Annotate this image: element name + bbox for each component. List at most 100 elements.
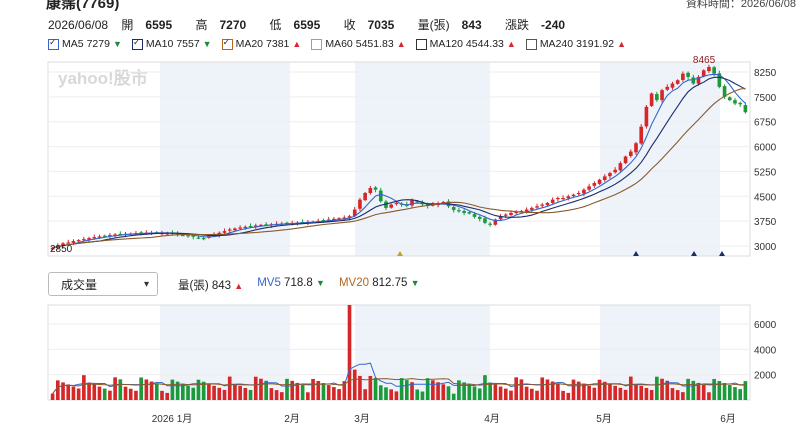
volume-selector-dropdown[interactable]: 成交量 ▾ [48, 272, 158, 296]
volume-bar [472, 386, 477, 400]
volume-bar [587, 385, 591, 400]
volume-bar [285, 378, 289, 400]
volume-bar [498, 386, 503, 400]
checkbox-icon[interactable] [415, 38, 427, 50]
candle-body [191, 235, 196, 237]
candle-body [113, 234, 117, 236]
volume-panel-frame [47, 304, 751, 401]
candle-body [535, 206, 539, 208]
ma-legend-item-ma60[interactable]: MA60 5451.83 ▲ [311, 38, 406, 50]
volume-bar [738, 389, 743, 400]
candle-body [337, 218, 341, 220]
x-tick-label: 6月 [720, 413, 736, 425]
volume-bar [55, 380, 60, 400]
volume-bar [431, 380, 435, 400]
y-tick-label: 3000 [754, 242, 777, 253]
ma-label: MA240 [539, 38, 574, 50]
candle-body [556, 197, 560, 200]
volume-bar [332, 387, 336, 400]
checkbox-icon[interactable] [525, 38, 537, 50]
candle-body [201, 238, 206, 240]
candle-body [566, 196, 571, 199]
ma-label: MA5 [62, 38, 84, 50]
x-tick-label: 3月 [354, 413, 370, 425]
candle-body [457, 210, 461, 212]
month-band [160, 62, 290, 256]
volume-bar [368, 375, 373, 400]
month-band [600, 62, 720, 256]
update-time: 資料時間：2026/06/08 [685, 0, 796, 10]
candle-body [514, 211, 519, 214]
vol-value: 量(張) 843 ▲ [178, 280, 244, 292]
checkbox-icon[interactable] [221, 37, 233, 50]
candle-body [71, 241, 76, 243]
volume-bar [227, 376, 232, 400]
ma-value: 5451.83 [355, 38, 394, 50]
checkbox-icon[interactable] [131, 37, 143, 50]
volume-bar [108, 390, 112, 400]
candle-body [483, 218, 487, 223]
event-marker-icon [397, 251, 403, 256]
ma-legend-item-ma240[interactable]: MA240 3191.92 ▲ [525, 38, 626, 50]
candle-body [540, 204, 545, 206]
candle-body [358, 199, 362, 209]
arrow-up-icon: ▲ [292, 39, 302, 49]
high-annotation: 8465 [693, 55, 716, 66]
candle-body [701, 70, 706, 77]
mv20-line [52, 378, 746, 395]
x-tick-label: 5月 [596, 413, 612, 425]
volume-bar [670, 388, 675, 400]
candle-body [655, 94, 659, 101]
candle-body [332, 218, 336, 221]
candle-body [259, 224, 263, 227]
checkbox-icon[interactable] [48, 37, 59, 50]
volume-bar [76, 388, 81, 400]
volume-bar [160, 390, 164, 400]
candle-body [384, 201, 388, 208]
y-tick-label: 6750 [754, 118, 777, 129]
volume-bar [300, 384, 305, 400]
ma20-line [52, 87, 746, 249]
y-tick-label: 4000 [754, 345, 777, 356]
candle-body [378, 190, 383, 202]
mv20-value: MV20 812.75 ▼ [338, 277, 420, 289]
checkbox-icon[interactable] [311, 38, 323, 50]
yahoo-watermark: yahoo!股市 [58, 68, 148, 88]
candle-body [118, 233, 123, 236]
volume-bar [410, 382, 414, 400]
volume-bar [233, 383, 237, 400]
volume-bar [82, 375, 86, 400]
candle-body [618, 163, 623, 171]
volume-bar [514, 377, 519, 400]
x-tick-label: 4月 [484, 413, 500, 425]
volume-bar [566, 392, 571, 400]
ma-legend-item-ma120[interactable]: MA120 4544.33 ▲ [415, 38, 516, 50]
ma-value: 3191.92 [576, 38, 615, 50]
volume-bar [425, 378, 430, 400]
quote-volume: 量(張) 843 [417, 18, 482, 32]
volume-bar [87, 382, 91, 400]
volume-bar [488, 382, 492, 400]
candle-body [477, 216, 482, 219]
volume-bar [128, 388, 133, 400]
volume-bar [384, 387, 388, 400]
volume-bar [118, 379, 123, 400]
candle-body [613, 169, 617, 173]
candle-body [665, 86, 670, 90]
volume-bar [253, 376, 258, 400]
volume-bar [279, 392, 284, 400]
candle-body [722, 86, 727, 97]
volume-bar [727, 385, 732, 400]
volume-bar [311, 378, 315, 400]
candle-body [410, 200, 414, 206]
y-tick-label: 6000 [754, 143, 777, 154]
volume-bar [243, 387, 248, 400]
volume-bar [222, 389, 227, 400]
volume-bar [634, 383, 638, 400]
candle-body [248, 226, 253, 228]
candle-body [524, 209, 529, 212]
